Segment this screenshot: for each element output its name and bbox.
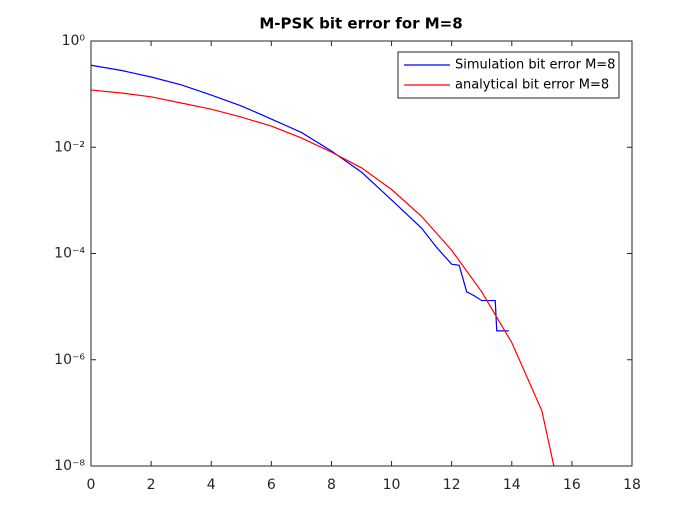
legend-label: analytical bit error M=8 bbox=[455, 78, 609, 93]
y-tick-label: 10⁻⁶ bbox=[54, 352, 85, 368]
series-line bbox=[91, 89, 555, 466]
x-tick-label: 10 bbox=[383, 477, 401, 493]
x-tick-label: 0 bbox=[87, 477, 96, 493]
x-tick-label: 18 bbox=[623, 477, 641, 493]
x-tick-label: 6 bbox=[267, 477, 276, 493]
x-tick-label: 16 bbox=[563, 477, 581, 493]
axes-box bbox=[90, 40, 633, 467]
y-tick-label: 10⁻⁸ bbox=[54, 458, 85, 474]
y-tick-label: 10⁰ bbox=[62, 33, 86, 49]
y-tick-label: 10⁻⁴ bbox=[54, 246, 85, 262]
legend-label: Simulation bit error M=8 bbox=[455, 58, 615, 73]
series-line bbox=[91, 64, 509, 332]
x-tick-label: 12 bbox=[443, 477, 461, 493]
plot-area bbox=[91, 41, 632, 466]
legend-box bbox=[397, 51, 620, 99]
legend: Simulation bit error M=8 analytical bit e… bbox=[397, 51, 620, 99]
x-tick-label: 8 bbox=[327, 477, 336, 493]
x-tick-label: 2 bbox=[147, 477, 156, 493]
y-tick-label: 10⁻² bbox=[54, 139, 85, 155]
chart-title: M-PSK bit error for M=8 bbox=[259, 15, 462, 33]
x-tick-label: 14 bbox=[503, 477, 521, 493]
x-tick-label: 4 bbox=[207, 477, 216, 493]
